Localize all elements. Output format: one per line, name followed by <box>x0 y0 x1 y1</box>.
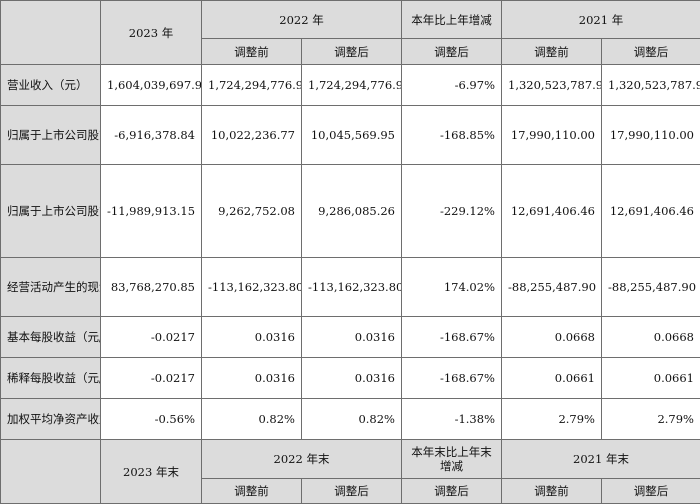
table-row: 营业收入（元） 1,604,039,697.95 1,724,294,776.9… <box>0 64 700 106</box>
row-label: 加权平均净资产收益率 <box>0 398 101 440</box>
header-2022-before: 调整前 <box>201 38 302 65</box>
cell-2023: -0.0217 <box>100 357 202 399</box>
header-2022-after: 调整后 <box>301 38 402 65</box>
cell-change: -229.12% <box>401 164 502 258</box>
cell-2022-after: 0.0316 <box>301 357 402 399</box>
cell-2023: -0.0217 <box>100 316 202 358</box>
footer-header-2022-before: 调整前 <box>201 478 302 504</box>
cell-change: -1.38% <box>401 398 502 440</box>
cell-2021-after: 1,320,523,787.96 <box>601 64 700 106</box>
cell-2022-after: 0.0316 <box>301 316 402 358</box>
header-2023: 2023 年 <box>100 0 202 65</box>
cell-2021-after: 17,990,110.00 <box>601 105 700 165</box>
footer-header-2021-before: 调整前 <box>501 478 602 504</box>
row-label: 归属于上市公司股东的扣除非经常性损益的净利润（元） <box>0 164 101 258</box>
table-row: 基本每股收益（元/股） -0.0217 0.0316 0.0316 -168.6… <box>0 316 700 358</box>
header-blank-cell <box>0 0 101 65</box>
table-row: 归属于上市公司股东的净利润（元） -6,916,378.84 10,022,23… <box>0 105 700 165</box>
cell-2022-after: 0.82% <box>301 398 402 440</box>
cell-2022-after: 9,286,085.26 <box>301 164 402 258</box>
footer-header-yoy-end-change: 本年末比上年末增减 <box>401 439 502 479</box>
footer-header-row-years: 2023 年末 2022 年末 本年末比上年末增减 2021 年末 <box>0 439 700 504</box>
cell-2021-before: 12,691,406.46 <box>501 164 602 258</box>
row-label: 稀释每股收益（元/股） <box>0 357 101 399</box>
cell-change: 174.02% <box>401 257 502 317</box>
cell-2022-after: 10,045,569.95 <box>301 105 402 165</box>
cell-2023: -11,989,913.15 <box>100 164 202 258</box>
table-row: 经营活动产生的现金流量净额（元） 83,768,270.85 -113,162,… <box>0 257 700 317</box>
cell-change: -168.67% <box>401 316 502 358</box>
row-label: 基本每股收益（元/股） <box>0 316 101 358</box>
cell-2021-before: 0.0668 <box>501 316 602 358</box>
cell-2022-before: 0.0316 <box>201 316 302 358</box>
table-row: 加权平均净资产收益率 -0.56% 0.82% 0.82% -1.38% 2.7… <box>0 398 700 440</box>
footer-header-2021-end: 2021 年末 <box>501 439 700 479</box>
cell-2022-before: 10,022,236.77 <box>201 105 302 165</box>
header-2022: 2022 年 <box>201 0 402 39</box>
cell-2022-before: -113,162,323.80 <box>201 257 302 317</box>
cell-2021-before: 2.79% <box>501 398 602 440</box>
cell-change: -168.67% <box>401 357 502 399</box>
cell-2022-before: 0.0316 <box>201 357 302 399</box>
cell-2021-after: 0.0661 <box>601 357 700 399</box>
footer-header-change-after: 调整后 <box>401 478 502 504</box>
cell-2023: -0.56% <box>100 398 202 440</box>
cell-2021-after: 0.0668 <box>601 316 700 358</box>
header-row-adjust: 调整前 调整后 调整后 调整前 调整后 <box>1 38 700 65</box>
footer-header-2022-after: 调整后 <box>301 478 402 504</box>
cell-2023: -6,916,378.84 <box>100 105 202 165</box>
header-change-after: 调整后 <box>401 38 502 65</box>
cell-2021-after: 2.79% <box>601 398 700 440</box>
row-label: 经营活动产生的现金流量净额（元） <box>0 257 101 317</box>
row-label: 营业收入（元） <box>0 64 101 106</box>
cell-2021-before: 0.0661 <box>501 357 602 399</box>
cell-2021-before: 1,320,523,787.96 <box>501 64 602 106</box>
cell-change: -6.97% <box>401 64 502 106</box>
table-row: 稀释每股收益（元/股） -0.0217 0.0316 0.0316 -168.6… <box>0 357 700 399</box>
header-2021: 2021 年 <box>501 0 700 39</box>
cell-2023: 1,604,039,697.95 <box>100 64 202 106</box>
cell-2023: 83,768,270.85 <box>100 257 202 317</box>
header-row-years: 2023 年 2022 年 本年比上年增减 2021 年 <box>0 0 700 65</box>
cell-2022-before: 0.82% <box>201 398 302 440</box>
cell-2021-before: 17,990,110.00 <box>501 105 602 165</box>
cell-2022-after: 1,724,294,776.90 <box>301 64 402 106</box>
header-2021-after: 调整后 <box>601 38 700 65</box>
cell-2022-after: -113,162,323.80 <box>301 257 402 317</box>
table-row: 归属于上市公司股东的扣除非经常性损益的净利润（元） -11,989,913.15… <box>0 164 700 258</box>
cell-2021-before: -88,255,487.90 <box>501 257 602 317</box>
footer-header-2023-end: 2023 年末 <box>100 439 202 504</box>
footer-blank-cell <box>0 439 101 504</box>
footer-header-2021-after: 调整后 <box>601 478 700 504</box>
cell-2022-before: 1,724,294,776.90 <box>201 64 302 106</box>
cell-2022-before: 9,262,752.08 <box>201 164 302 258</box>
cell-2021-after: 12,691,406.46 <box>601 164 700 258</box>
cell-change: -168.85% <box>401 105 502 165</box>
row-label: 归属于上市公司股东的净利润（元） <box>0 105 101 165</box>
header-2021-before: 调整前 <box>501 38 602 65</box>
footer-header-row-adjust: 调整前 调整后 调整后 调整前 调整后 <box>1 478 700 504</box>
cell-2021-after: -88,255,487.90 <box>601 257 700 317</box>
footer-header-2022-end: 2022 年末 <box>201 439 402 479</box>
header-yoy-change: 本年比上年增减 <box>401 0 502 39</box>
